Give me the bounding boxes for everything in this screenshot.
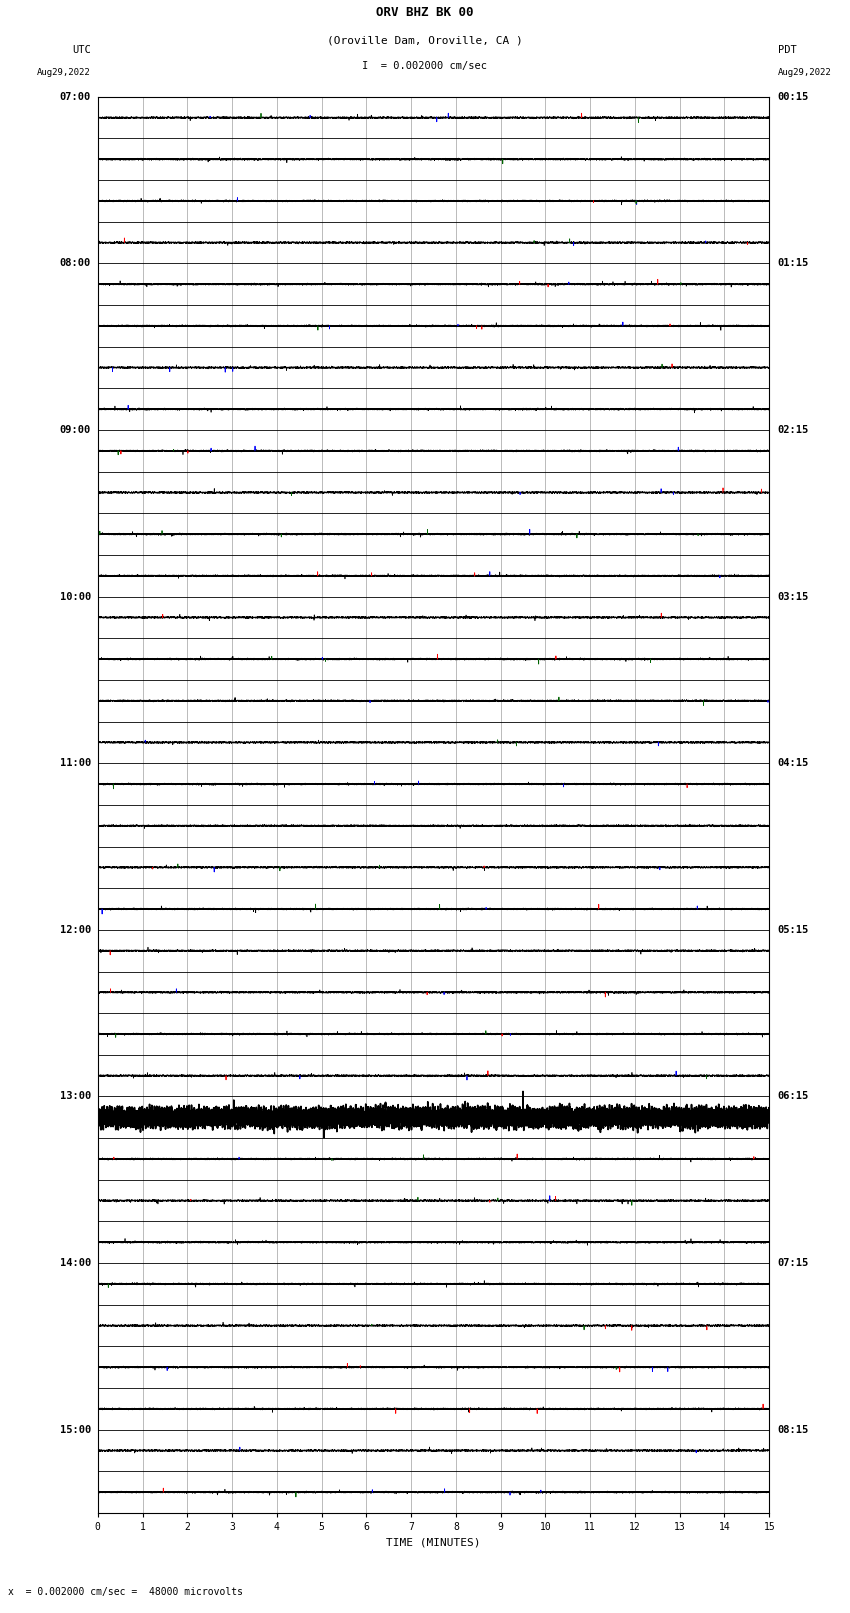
Text: x  = 0.002000 cm/sec =  48000 microvolts: x = 0.002000 cm/sec = 48000 microvolts <box>8 1587 243 1597</box>
Text: 07:00: 07:00 <box>60 92 91 102</box>
Text: 09:00: 09:00 <box>60 424 91 436</box>
Text: 11:00: 11:00 <box>60 758 91 768</box>
Text: 02:15: 02:15 <box>778 424 809 436</box>
Text: 12:00: 12:00 <box>60 924 91 936</box>
Text: 14:00: 14:00 <box>60 1258 91 1268</box>
Text: Aug29,2022: Aug29,2022 <box>37 68 91 77</box>
Text: 05:15: 05:15 <box>778 924 809 936</box>
Text: 00:15: 00:15 <box>778 92 809 102</box>
Text: 13:00: 13:00 <box>60 1092 91 1102</box>
Text: 08:00: 08:00 <box>60 258 91 268</box>
Text: UTC: UTC <box>72 45 91 55</box>
X-axis label: TIME (MINUTES): TIME (MINUTES) <box>386 1537 481 1547</box>
Text: ORV BHZ BK 00: ORV BHZ BK 00 <box>377 6 473 19</box>
Text: 04:15: 04:15 <box>778 758 809 768</box>
Text: Aug29,2022: Aug29,2022 <box>778 68 831 77</box>
Text: 06:15: 06:15 <box>778 1092 809 1102</box>
Text: 07:15: 07:15 <box>778 1258 809 1268</box>
Text: 08:15: 08:15 <box>778 1424 809 1434</box>
Text: (Oroville Dam, Oroville, CA ): (Oroville Dam, Oroville, CA ) <box>327 35 523 45</box>
Text: PDT: PDT <box>778 45 796 55</box>
Text: 03:15: 03:15 <box>778 592 809 602</box>
Text: 10:00: 10:00 <box>60 592 91 602</box>
Text: 01:15: 01:15 <box>778 258 809 268</box>
Text: I  = 0.002000 cm/sec: I = 0.002000 cm/sec <box>362 61 488 71</box>
Text: 15:00: 15:00 <box>60 1424 91 1434</box>
